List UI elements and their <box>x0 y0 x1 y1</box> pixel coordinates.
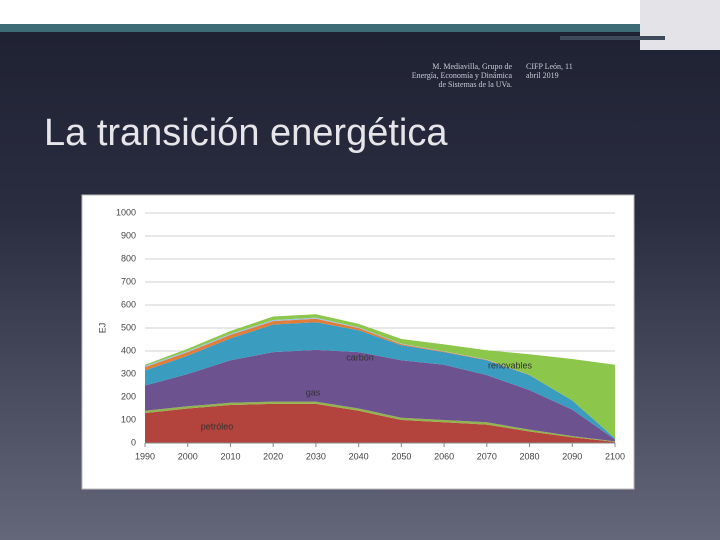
x-tick-label: 2000 <box>178 451 198 461</box>
x-tick-label: 2030 <box>306 451 326 461</box>
area <box>145 403 615 443</box>
y-tick-label: 600 <box>121 299 136 309</box>
x-tick-label: 2060 <box>434 451 454 461</box>
y-tick-label: 1000 <box>116 207 136 217</box>
y-tick-label: 800 <box>121 253 136 263</box>
x-tick-label: 2080 <box>520 451 540 461</box>
venue: CIFP León, 11 abril 2019 <box>526 62 573 80</box>
x-tick-label: 2070 <box>477 451 497 461</box>
y-tick-label: 700 <box>121 276 136 286</box>
x-tick-label: 2010 <box>220 451 240 461</box>
area <box>145 349 615 442</box>
series-label: renovables <box>488 360 533 370</box>
x-tick-label: 1990 <box>135 451 155 461</box>
top-bar <box>0 24 662 32</box>
y-tick-label: 500 <box>121 322 136 332</box>
y-tick-label: 400 <box>121 345 136 355</box>
top-band <box>0 0 720 24</box>
y-tick-label: 200 <box>121 391 136 401</box>
corner-panel <box>640 0 720 50</box>
x-tick-label: 2090 <box>562 451 582 461</box>
x-tick-label: 2050 <box>391 451 411 461</box>
area <box>145 322 615 440</box>
x-tick-label: 2040 <box>349 451 369 461</box>
series-label: carbón <box>346 352 374 362</box>
y-tick-label: 100 <box>121 414 136 424</box>
y-tick-label: 900 <box>121 230 136 240</box>
y-axis-label: EJ <box>97 323 107 334</box>
y-tick-label: 300 <box>121 368 136 378</box>
slide-title: La transición energética <box>44 112 448 154</box>
x-tick-label: 2020 <box>263 451 283 461</box>
author: M. Mediavilla, Grupo de Energía, Economí… <box>411 62 512 89</box>
series-label: petróleo <box>201 421 234 431</box>
y-tick-label: 0 <box>131 437 136 447</box>
accent-bar <box>560 36 665 40</box>
series-label: gas <box>306 387 321 397</box>
x-tick-label: 2100 <box>605 451 625 461</box>
